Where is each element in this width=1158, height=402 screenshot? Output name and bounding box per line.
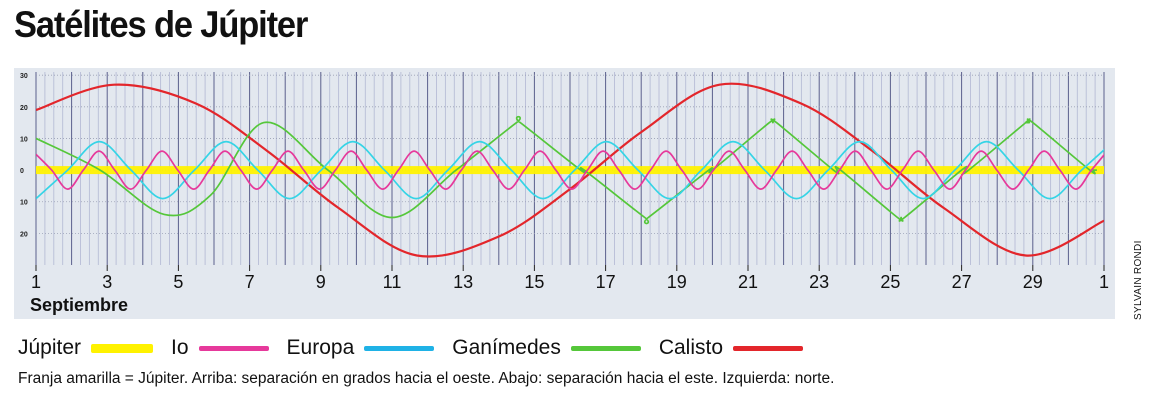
y-tick-label: 10 — [20, 200, 28, 207]
legend-swatch-europa — [364, 345, 435, 351]
series-line-europa — [36, 140, 1104, 200]
legend-item-europa: Europa — [287, 336, 435, 360]
y-tick-label: 0 — [20, 168, 24, 175]
x-tick-label: 25 — [880, 272, 900, 292]
legend-item-ganimedes: Ganímedes — [452, 336, 641, 360]
y-tick-label: 20 — [20, 231, 28, 238]
series-lines — [36, 82, 1104, 258]
legend-label-ganimedes: Ganímedes — [452, 336, 561, 359]
x-tick-label: 3 — [102, 272, 112, 292]
x-tick-label: 13 — [453, 272, 473, 292]
legend-swatch-io — [198, 345, 269, 351]
legend-swatch-jupiter — [91, 343, 154, 353]
legend-item-io: Io — [171, 336, 269, 360]
x-tick-label: 9 — [316, 272, 326, 292]
legend-label-io: Io — [171, 336, 189, 359]
x-tick-label: 23 — [809, 272, 829, 292]
y-tick-label: 10 — [20, 136, 28, 143]
x-axis-label: Septiembre — [30, 295, 128, 315]
jupiter-band-mark — [36, 166, 1104, 175]
photo-credit: SYLVAIN RONDI — [1133, 240, 1144, 320]
legend-label-jupiter: Júpiter — [18, 336, 82, 359]
x-tick-label: 5 — [173, 272, 183, 292]
legend-label-calisto: Calisto — [658, 336, 724, 359]
legend-item-calisto: Calisto — [658, 336, 804, 360]
x-tick-label: 7 — [245, 272, 255, 292]
chart-note: Franja amarilla = Júpiter. Arriba: separ… — [18, 370, 835, 387]
x-tick-label: 1 — [31, 272, 41, 292]
legend-item-jupiter: Júpiter — [18, 336, 154, 360]
x-tick-label: 27 — [952, 272, 972, 292]
x-tick-label: 19 — [667, 272, 687, 292]
x-tick-label: 17 — [596, 272, 616, 292]
series-line-ganimedes — [36, 115, 1097, 225]
chart-legend: Júpiter Io Europa Ganímedes Calisto — [18, 336, 821, 360]
legend-label-europa: Europa — [286, 336, 355, 359]
legend-swatch-calisto — [733, 345, 804, 351]
y-tick-label: 20 — [20, 105, 28, 112]
x-tick-label: 15 — [524, 272, 544, 292]
series-line-io — [36, 150, 1104, 190]
jupiter-band — [36, 166, 1104, 175]
chart-title: Satélites de Júpiter — [14, 4, 308, 45]
x-tick-label: 21 — [738, 272, 758, 292]
legend-swatch-ganimedes — [570, 345, 641, 351]
x-tick-label: 11 — [383, 272, 402, 292]
x-tick-label: 29 — [1023, 272, 1043, 292]
y-tick-label: 30 — [20, 73, 28, 80]
x-tick-label: 1 — [1099, 272, 1109, 292]
